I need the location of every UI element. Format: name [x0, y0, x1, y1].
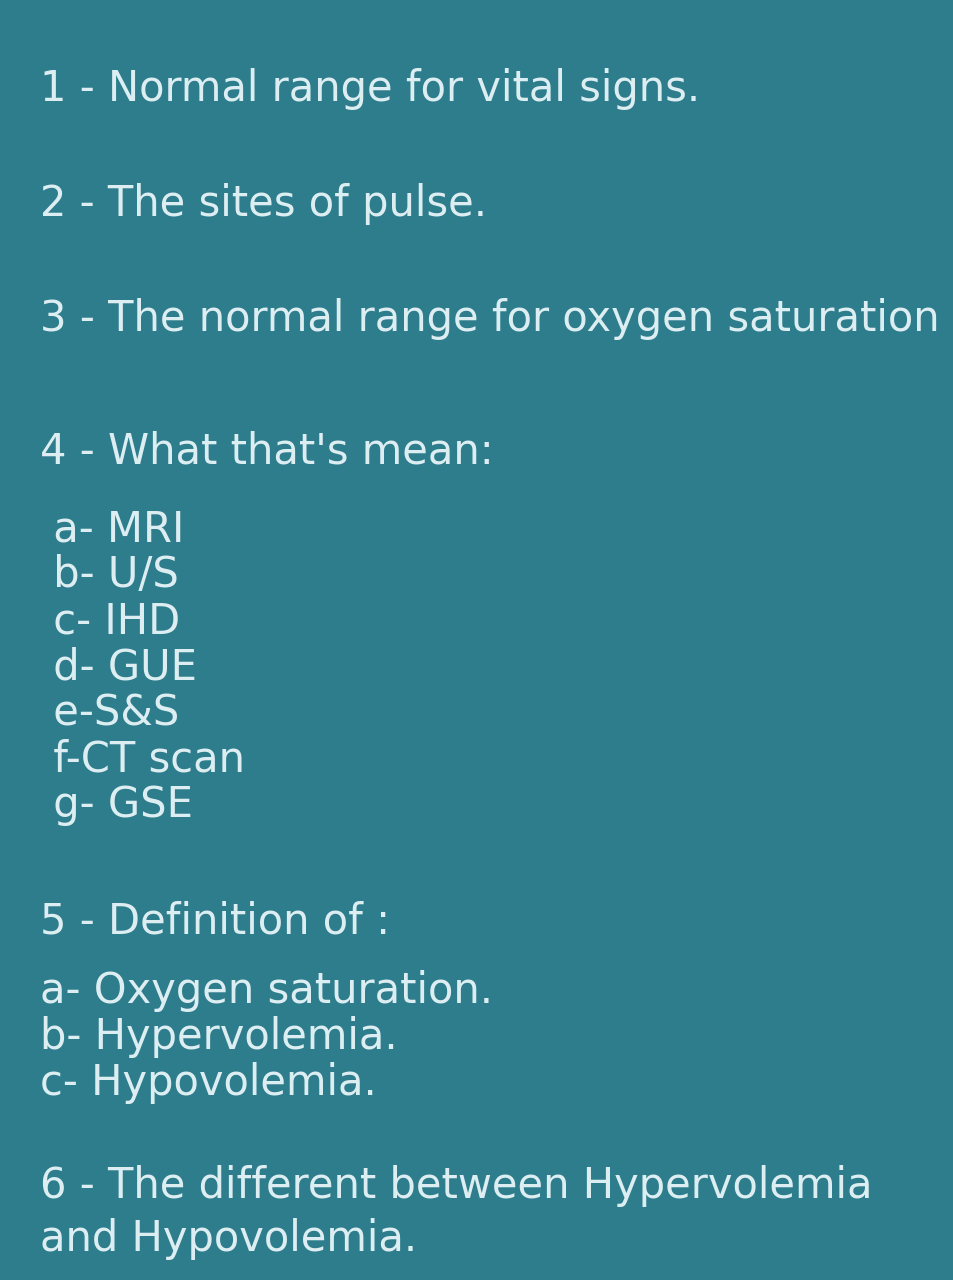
- Text: c- IHD: c- IHD: [40, 600, 180, 643]
- Text: 2 - The sites of pulse.: 2 - The sites of pulse.: [40, 183, 486, 225]
- Text: f-CT scan: f-CT scan: [40, 739, 245, 780]
- Text: d- GUE: d- GUE: [40, 646, 196, 689]
- Text: b- U/S: b- U/S: [40, 554, 179, 596]
- Text: c- Hypovolemia.: c- Hypovolemia.: [40, 1062, 376, 1103]
- Text: 4 - What that's mean:: 4 - What that's mean:: [40, 430, 494, 472]
- Text: 3 - The normal range for oxygen saturation: 3 - The normal range for oxygen saturati…: [40, 298, 939, 340]
- Text: a- MRI: a- MRI: [40, 508, 184, 550]
- Text: e-S&S: e-S&S: [40, 692, 179, 733]
- Text: 1 - Normal range for vital signs.: 1 - Normal range for vital signs.: [40, 68, 700, 110]
- Text: 5 - Definition of :: 5 - Definition of :: [40, 900, 390, 942]
- Text: a- Oxygen saturation.: a- Oxygen saturation.: [40, 970, 493, 1012]
- Text: b- Hypervolemia.: b- Hypervolemia.: [40, 1016, 397, 1059]
- Text: g- GSE: g- GSE: [40, 783, 193, 826]
- Text: 6 - The different between Hypervolemia: 6 - The different between Hypervolemia: [40, 1165, 872, 1207]
- Text: and Hypovolemia.: and Hypovolemia.: [40, 1219, 416, 1260]
